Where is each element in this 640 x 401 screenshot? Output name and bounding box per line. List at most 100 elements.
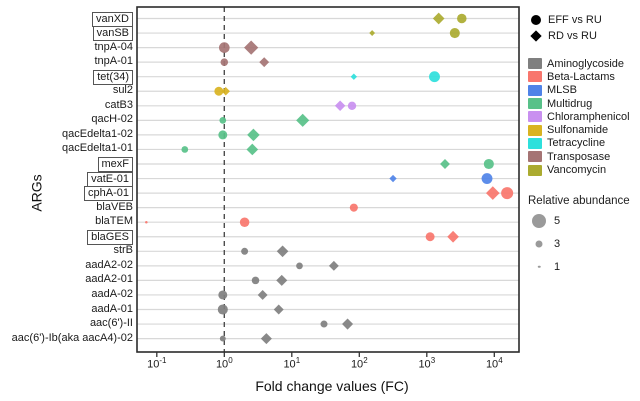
size-dot-icon bbox=[528, 236, 550, 252]
y-tick-label: cphA-01 bbox=[84, 186, 133, 202]
data-point-diamond bbox=[246, 143, 259, 156]
data-point-circle bbox=[449, 28, 460, 39]
legend-color-item: Sulfonamide bbox=[528, 123, 640, 136]
data-point-diamond bbox=[389, 174, 397, 183]
y-tick-label: catB3 bbox=[104, 98, 133, 111]
data-point-circle bbox=[347, 101, 357, 111]
data-point-circle bbox=[457, 13, 467, 24]
color-swatch bbox=[528, 137, 542, 149]
data-point-circle bbox=[481, 173, 493, 185]
y-tick-label: tet(34) bbox=[93, 69, 133, 85]
legend-color-item: Transposase bbox=[528, 150, 640, 163]
legend-color-item: Tetracycline bbox=[528, 137, 640, 150]
legend-color-label: Vancomycin bbox=[547, 164, 607, 177]
data-point-diamond bbox=[257, 290, 268, 300]
x-tick-label: 10-1 bbox=[147, 356, 167, 371]
color-swatch bbox=[528, 58, 542, 70]
data-point-circle bbox=[219, 335, 226, 342]
legend-color-label: Transposase bbox=[547, 150, 611, 163]
data-point-circle bbox=[251, 276, 260, 285]
data-point-circle bbox=[239, 217, 250, 227]
legend-color-label: Sulfonamide bbox=[547, 124, 609, 137]
data-point-diamond bbox=[350, 73, 358, 80]
y-tick-label: qacH-02 bbox=[91, 113, 133, 126]
shape-legend: EFF vs RU RD vs RU bbox=[528, 12, 640, 43]
color-legend: Aminoglycoside Beta-Lactams MLSB Multidrug C… bbox=[528, 57, 640, 177]
data-point-circle bbox=[501, 187, 514, 200]
x-tick-label: 102 bbox=[350, 356, 368, 371]
size-legend-entries: 5 3 1 bbox=[528, 213, 640, 275]
legend-color-item: Vancomycin bbox=[528, 163, 640, 176]
y-tick-label: vatE-01 bbox=[87, 171, 133, 187]
data-point-diamond bbox=[334, 100, 346, 112]
data-point-circle bbox=[241, 247, 249, 255]
data-point-circle bbox=[145, 220, 148, 224]
data-point-diamond bbox=[328, 260, 339, 271]
data-point-circle bbox=[218, 290, 228, 300]
color-swatch bbox=[528, 151, 542, 163]
data-point-circle bbox=[181, 146, 189, 153]
legend-shape-label: RD vs RU bbox=[548, 29, 597, 42]
data-point-diamond bbox=[296, 113, 310, 127]
y-tick-label: blaTEM bbox=[95, 215, 133, 228]
data-point-circle bbox=[220, 58, 229, 66]
legend-color-item: Beta-Lactams bbox=[528, 70, 640, 83]
legend-color-item: Multidrug bbox=[528, 97, 640, 110]
y-tick-label: blaGES bbox=[87, 229, 133, 245]
y-tick-label: aadA2-02 bbox=[85, 258, 133, 271]
data-point-diamond bbox=[260, 333, 272, 345]
legend-color-item: Chloramphenicol bbox=[528, 110, 640, 123]
y-tick-label: aadA-02 bbox=[91, 287, 133, 300]
data-point-circle bbox=[429, 71, 440, 83]
size-legend-item: 5 bbox=[528, 213, 640, 229]
y-tick-label: mexF bbox=[97, 157, 133, 172]
size-legend-value: 1 bbox=[554, 260, 561, 273]
y-tick-label: aac(6')-Ib(aka aacA4)-02 bbox=[11, 331, 133, 344]
data-point-circle bbox=[217, 304, 228, 315]
data-point-circle bbox=[218, 42, 230, 53]
data-point-diamond bbox=[342, 318, 354, 330]
y-tick-label: qacEdelta1-01 bbox=[62, 142, 133, 155]
data-point-diamond bbox=[273, 304, 284, 315]
y-tick-label: aac(6')-II bbox=[89, 317, 133, 330]
y-tick-label: tnpA-04 bbox=[94, 40, 133, 53]
data-point-circle bbox=[214, 86, 224, 96]
color-swatch bbox=[528, 71, 542, 83]
data-point-diamond bbox=[447, 230, 459, 243]
legend-color-item: MLSB bbox=[528, 84, 640, 97]
legend-shape-item: RD vs RU bbox=[528, 28, 640, 43]
data-point-diamond bbox=[440, 159, 450, 169]
data-point-circle bbox=[218, 130, 228, 140]
y-tick-label: sul2 bbox=[112, 84, 133, 97]
legend-panel: EFF vs RU RD vs RU Aminoglycoside Beta-Lac… bbox=[528, 12, 640, 282]
data-point-circle bbox=[425, 232, 435, 242]
x-tick-label: 103 bbox=[418, 356, 436, 371]
legend-color-label: Aminoglycoside bbox=[547, 57, 625, 70]
data-point-diamond bbox=[244, 40, 259, 55]
y-tick-label: aadA-01 bbox=[91, 302, 133, 315]
legend-color-label: Chloramphenicol bbox=[547, 110, 630, 123]
circle-icon bbox=[528, 14, 544, 26]
y-tick-label: blaVEB bbox=[96, 200, 133, 213]
size-legend-value: 5 bbox=[554, 214, 561, 227]
x-tick-label: 101 bbox=[283, 356, 301, 371]
data-point-circle bbox=[483, 158, 494, 170]
size-legend-item: 3 bbox=[528, 236, 640, 252]
legend-color-label: Beta-Lactams bbox=[547, 70, 615, 83]
data-point-diamond bbox=[485, 186, 500, 200]
data-point-circle bbox=[320, 320, 328, 328]
data-point-circle bbox=[349, 203, 358, 212]
size-legend: Relative abundance 5 3 1 bbox=[528, 195, 640, 275]
data-point-diamond bbox=[432, 12, 445, 25]
y-tick-label: aadA2-01 bbox=[85, 273, 133, 286]
size-legend-title: Relative abundance bbox=[528, 194, 630, 207]
y-tick-label: vanSB bbox=[92, 26, 133, 42]
data-point-diamond bbox=[221, 87, 230, 96]
diamond-icon bbox=[528, 29, 544, 42]
color-swatch bbox=[528, 98, 542, 110]
color-swatch bbox=[528, 111, 542, 123]
legend-shape-item: EFF vs RU bbox=[528, 12, 640, 27]
color-swatch bbox=[528, 84, 542, 96]
color-swatch bbox=[528, 164, 542, 176]
